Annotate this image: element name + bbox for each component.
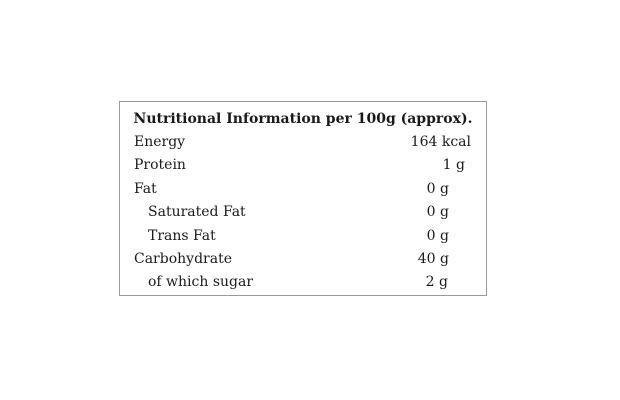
row-label: Energy bbox=[134, 134, 186, 150]
table-title: Nutritional Information per 100g (approx… bbox=[133, 111, 473, 127]
row-label: Saturated Fat bbox=[148, 204, 246, 220]
row-value: 0 g bbox=[426, 228, 449, 244]
row-value: 0 g bbox=[426, 204, 449, 220]
nutrition-table: Nutritional Information per 100g (approx… bbox=[119, 101, 487, 296]
row-label: Trans Fat bbox=[148, 228, 216, 244]
row-value: 164 kcal bbox=[410, 134, 471, 150]
row-label: Fat bbox=[134, 181, 157, 197]
row-value: 40 g bbox=[417, 251, 449, 267]
row-label: of which sugar bbox=[148, 274, 254, 290]
row-value: 2 g bbox=[425, 274, 448, 290]
row-value: 0 g bbox=[426, 181, 449, 197]
row-label: Carbohydrate bbox=[134, 251, 232, 267]
row-value: 1 g bbox=[442, 157, 465, 173]
row-label: Protein bbox=[134, 157, 186, 173]
